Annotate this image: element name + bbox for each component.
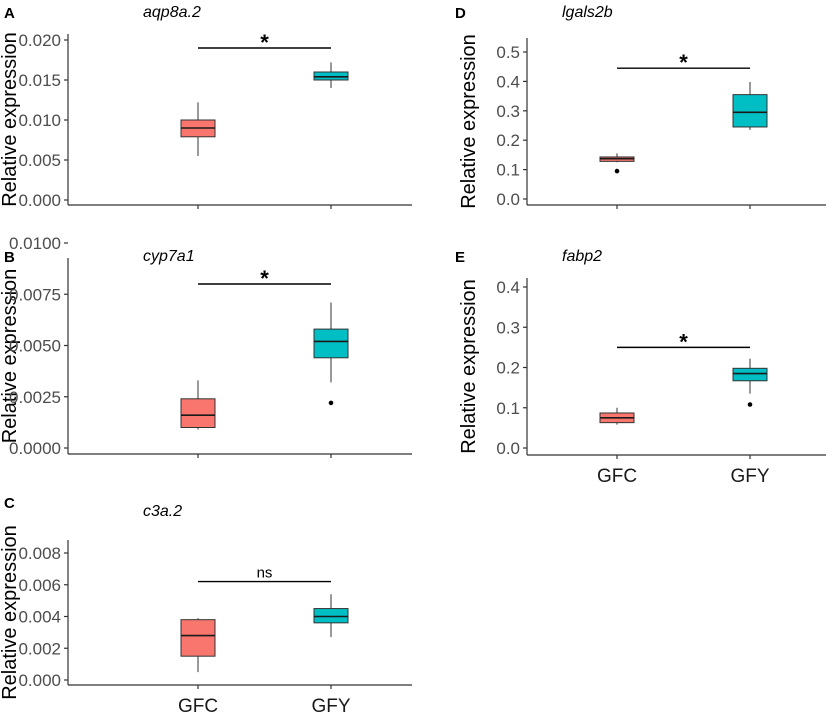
gene-title: lgals2b xyxy=(562,4,613,21)
x-tick-label-gfc: GFC xyxy=(178,696,218,714)
box-iqr xyxy=(732,367,768,382)
y-tick-label: 0.2 xyxy=(496,359,520,378)
y-tick-label: 0.010 xyxy=(18,111,61,130)
box-iqr xyxy=(313,328,349,359)
y-tick-label: 0.020 xyxy=(18,31,61,50)
box-gfy xyxy=(313,302,349,406)
y-tick-label: 0.3 xyxy=(496,102,520,121)
y-tick-label: 0.006 xyxy=(18,576,61,595)
y-tick-label: 0.002 xyxy=(18,639,61,658)
y-tick-label: 0.000 xyxy=(18,671,61,690)
y-tick-label: 0.0 xyxy=(496,439,520,458)
y-axis-label: Relative expression xyxy=(0,32,21,207)
y-tick-label: 0.000 xyxy=(18,191,61,210)
y-tick-label: 0.0050 xyxy=(9,337,61,356)
box-gfy xyxy=(732,81,768,130)
y-tick-label: 0.3 xyxy=(496,318,520,337)
box-iqr xyxy=(180,398,216,428)
y-tick-label: 0.0075 xyxy=(9,285,61,304)
box-iqr xyxy=(732,94,768,128)
y-axis-label: Relative expression xyxy=(0,525,21,700)
gene-title: aqp8a.2 xyxy=(143,4,201,21)
y-tick-label: 0.5 xyxy=(496,43,520,62)
y-tick-label: 0.1 xyxy=(496,161,520,180)
y-tick-label: 0.0100 xyxy=(9,234,61,253)
y-tick-label: 0.0025 xyxy=(9,388,61,407)
significance-label: * xyxy=(679,50,688,75)
y-tick-label: 0.0 xyxy=(496,190,520,209)
panel-letter: A xyxy=(4,5,15,22)
y-tick-label: 0.0000 xyxy=(9,439,61,458)
panel-letter: C xyxy=(4,495,15,512)
box-gfc xyxy=(599,407,635,425)
y-tick-label: 0.4 xyxy=(496,72,520,91)
significance-label: * xyxy=(260,30,269,55)
gene-title: fabp2 xyxy=(562,248,602,265)
box-iqr xyxy=(180,619,216,657)
panel-letter: E xyxy=(455,249,465,266)
significance-label: * xyxy=(679,329,688,354)
y-tick-label: 0.004 xyxy=(18,608,61,627)
box-gfc xyxy=(180,380,216,430)
box-gfy xyxy=(313,594,349,638)
y-axis-label: Relative expression xyxy=(458,279,480,454)
gene-title: c3a.2 xyxy=(143,503,182,520)
outlier-point xyxy=(614,168,620,174)
x-tick-label-gfy: GFY xyxy=(311,696,350,714)
panel-letter: B xyxy=(4,249,15,266)
box-gfc xyxy=(599,153,635,174)
y-tick-label: 0.008 xyxy=(18,544,61,563)
box-gfc xyxy=(180,618,216,673)
outlier-point xyxy=(328,400,334,406)
x-tick-label-gfc: GFC xyxy=(597,466,637,487)
y-tick-label: 0.015 xyxy=(18,71,61,90)
y-tick-label: 0.005 xyxy=(18,151,61,170)
y-tick-label: 0.4 xyxy=(496,278,520,297)
box-gfy xyxy=(732,358,768,407)
x-tick-label-gfy: GFY xyxy=(730,466,769,487)
panel-letter: D xyxy=(455,5,466,22)
significance-label: ns xyxy=(257,565,273,582)
significance-label: * xyxy=(260,266,269,291)
outlier-point xyxy=(747,402,753,407)
gene-title: cyp7a1 xyxy=(143,248,195,265)
y-tick-label: 0.1 xyxy=(496,399,520,418)
y-axis-label: Relative expression xyxy=(0,269,21,444)
box-gfy xyxy=(313,62,349,88)
box-gfc xyxy=(180,102,216,156)
y-axis-label: Relative expression xyxy=(458,34,480,209)
y-tick-label: 0.2 xyxy=(496,131,520,150)
